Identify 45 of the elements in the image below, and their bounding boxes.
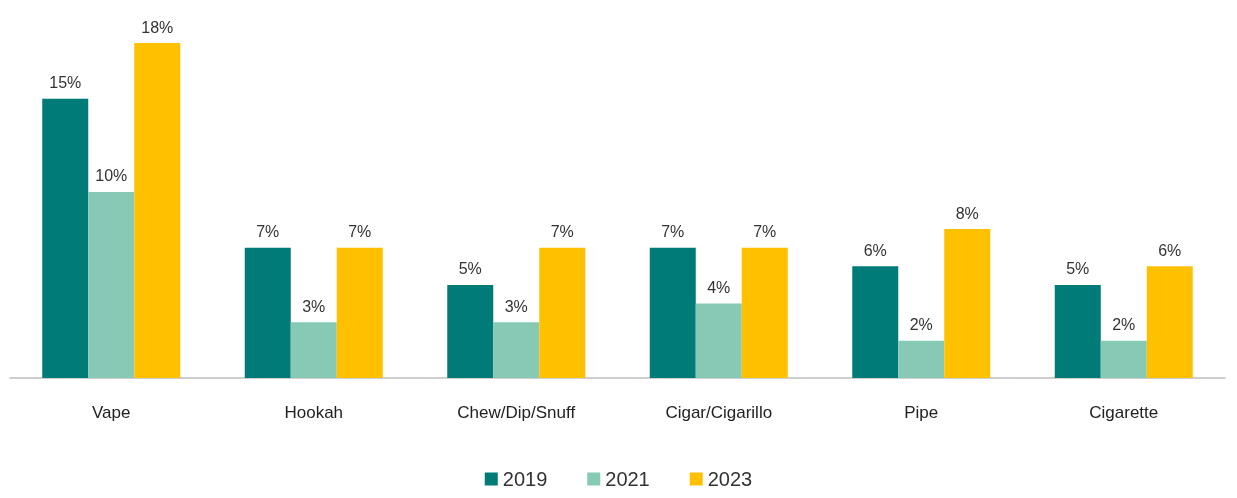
bar [695,303,742,378]
legend-label: 2023 [707,468,753,490]
data-label: 15% [49,74,82,92]
data-label: 18% [141,18,174,36]
bar [88,191,135,378]
bar [741,247,788,378]
bar [336,247,383,378]
x-tick-label: Cigar/Cigarillo [665,403,773,422]
data-label: 3% [504,297,528,315]
data-label: 10% [95,167,128,185]
bar [944,229,991,378]
data-label: 2% [1112,316,1136,334]
bar [244,247,291,378]
bar [649,247,696,378]
bar [1054,284,1101,378]
data-label: 6% [863,241,887,259]
data-label: 7% [256,223,280,241]
bar [447,284,494,378]
bar [134,43,181,378]
bar [493,322,540,378]
x-tick-label: Vape [92,403,131,422]
data-label: 5% [1066,260,1090,278]
data-label: 5% [458,260,482,278]
data-label: 7% [348,223,372,241]
data-label: 7% [550,223,574,241]
data-label: 3% [302,297,326,315]
legend-label: 2019 [502,468,548,490]
x-tick-label: Chew/Dip/Snuff [457,403,576,422]
data-label: 6% [1158,241,1182,259]
legend-label: 2021 [605,468,650,490]
x-tick-label: Cigarette [1089,403,1159,422]
bar [42,98,89,378]
data-label: 7% [661,223,685,241]
bar [1146,266,1193,378]
data-label: 2% [909,316,933,334]
data-label: 8% [955,204,979,222]
bar [1100,340,1147,378]
bar [852,266,899,378]
x-tick-label: Hookah [284,403,344,422]
data-label: 4% [707,279,731,297]
bar [539,247,586,378]
x-tick-label: Pipe [904,403,939,422]
bar [290,322,337,378]
bar [898,340,945,378]
data-label: 7% [753,223,777,241]
